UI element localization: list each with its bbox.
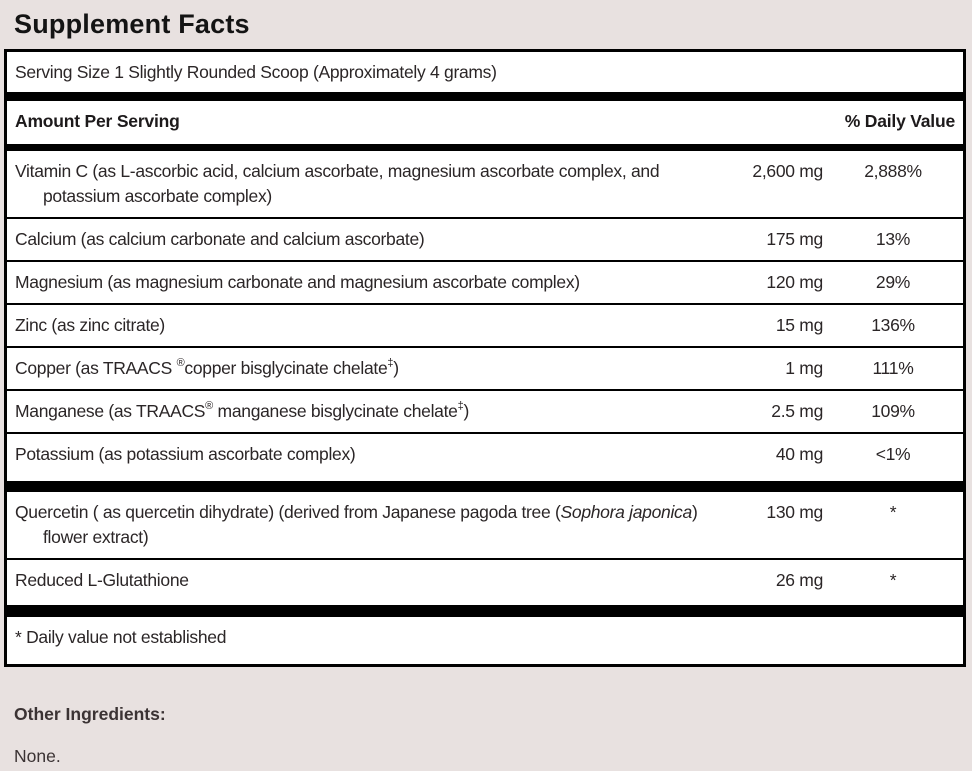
nutrient-row: Quercetin ( as quercetin dihydrate) (der…: [7, 492, 963, 558]
amount-per-serving-header: Amount Per Serving: [15, 111, 180, 131]
other-ingredients-label: Other Ingredients:: [14, 704, 166, 724]
table-header-row: Amount Per Serving % Daily Value: [7, 101, 963, 144]
serving-size-text: Serving Size 1 Slightly Rounded Scoop (A…: [15, 62, 497, 82]
nutrient-daily-value: 136%: [871, 315, 915, 335]
supplement-facts-panel: Serving Size 1 Slightly Rounded Scoop (A…: [4, 49, 966, 667]
nutrient-amount: 1 mg: [785, 358, 823, 378]
nutrient-name: Potassium (as potassium ascorbate comple…: [15, 444, 356, 464]
nutrient-row: Copper (as TRAACS ®copper bisglycinate c…: [7, 346, 963, 389]
nutrient-name: Calcium (as calcium carbonate and calciu…: [15, 229, 425, 249]
thick-divider: [7, 481, 963, 492]
nutrient-row: Calcium (as calcium carbonate and calciu…: [7, 217, 963, 260]
nutrient-amount: 2,600 mg: [752, 161, 823, 181]
nutrient-daily-value: 29%: [875, 272, 911, 292]
nutrient-name: Vitamin C (as L-ascorbic acid, calcium a…: [15, 161, 660, 206]
thick-divider: [7, 92, 963, 101]
thick-divider: [7, 144, 963, 151]
nutrient-amount: 15 mg: [775, 315, 823, 335]
nutrient-row: Zinc (as zinc citrate) 15 mg 136%: [7, 303, 963, 346]
daily-value-header: % Daily Value: [844, 111, 955, 131]
nutrient-amount: 40 mg: [775, 444, 823, 464]
nutrient-name: Zinc (as zinc citrate): [15, 315, 165, 335]
nutrient-name: Magnesium (as magnesium carbonate and ma…: [15, 272, 580, 292]
nutrient-row: Reduced L-Glutathione 26 mg *: [7, 558, 963, 601]
nutrient-row: Vitamin C (as L-ascorbic acid, calcium a…: [7, 151, 963, 217]
nutrient-section-other-actives: Quercetin ( as quercetin dihydrate) (der…: [7, 492, 963, 601]
nutrient-section-vitamins-minerals: Vitamin C (as L-ascorbic acid, calcium a…: [7, 151, 963, 475]
nutrient-name: Manganese (as TRAACS® manganese bisglyci…: [15, 400, 469, 421]
nutrient-daily-value: 111%: [872, 358, 914, 378]
nutrient-row: Potassium (as potassium ascorbate comple…: [7, 432, 963, 475]
other-ingredients-value: None.: [14, 746, 61, 766]
nutrient-amount: 2.5 mg: [771, 401, 823, 421]
nutrient-name: Reduced L-Glutathione: [15, 570, 189, 590]
thick-divider: [7, 605, 963, 617]
nutrient-daily-value: 2,888%: [864, 161, 922, 181]
nutrient-daily-value: *: [889, 570, 897, 590]
nutrient-row: Manganese (as TRAACS® manganese bisglyci…: [7, 389, 963, 432]
nutrient-daily-value: <1%: [875, 444, 911, 464]
footnote-text: * Daily value not established: [15, 627, 227, 647]
nutrient-daily-value: 13%: [875, 229, 911, 249]
nutrient-amount: 175 mg: [766, 229, 823, 249]
nutrient-name: Copper (as TRAACS ®copper bisglycinate c…: [15, 357, 399, 378]
page-title: Supplement Facts: [14, 9, 250, 39]
nutrient-daily-value: 109%: [871, 401, 915, 421]
nutrient-daily-value: *: [889, 502, 897, 522]
nutrient-amount: 120 mg: [766, 272, 823, 292]
nutrient-name: Quercetin ( as quercetin dihydrate) (der…: [15, 502, 698, 547]
nutrient-amount: 130 mg: [766, 502, 823, 522]
nutrient-amount: 26 mg: [775, 570, 823, 590]
nutrient-row: Magnesium (as magnesium carbonate and ma…: [7, 260, 963, 303]
